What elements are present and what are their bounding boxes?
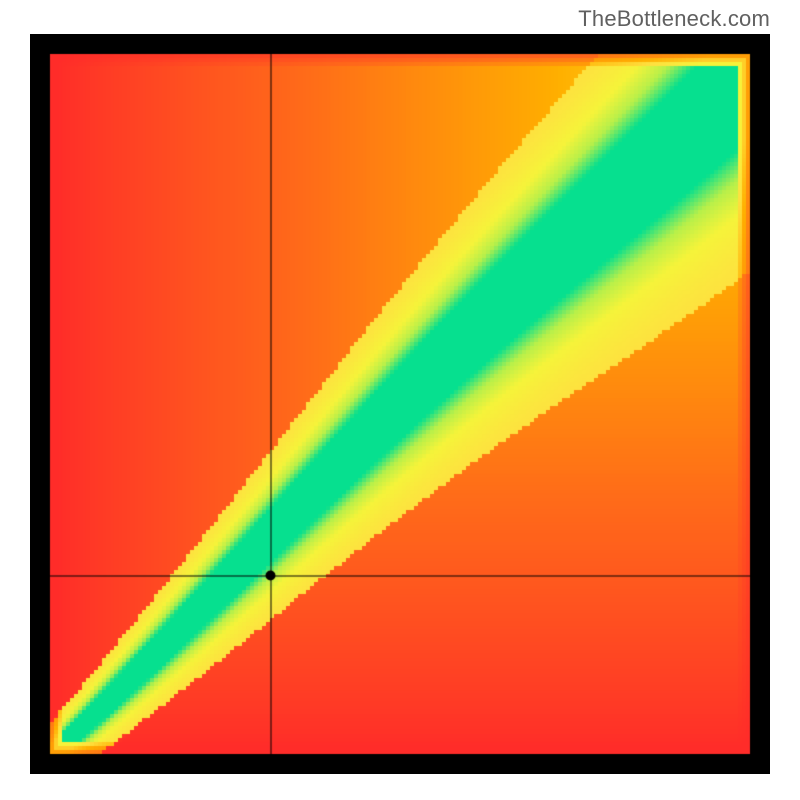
plot-frame (30, 34, 770, 774)
stage: TheBottleneck.com (0, 0, 800, 800)
watermark-text: TheBottleneck.com (578, 6, 770, 32)
heatmap-canvas (30, 34, 770, 774)
